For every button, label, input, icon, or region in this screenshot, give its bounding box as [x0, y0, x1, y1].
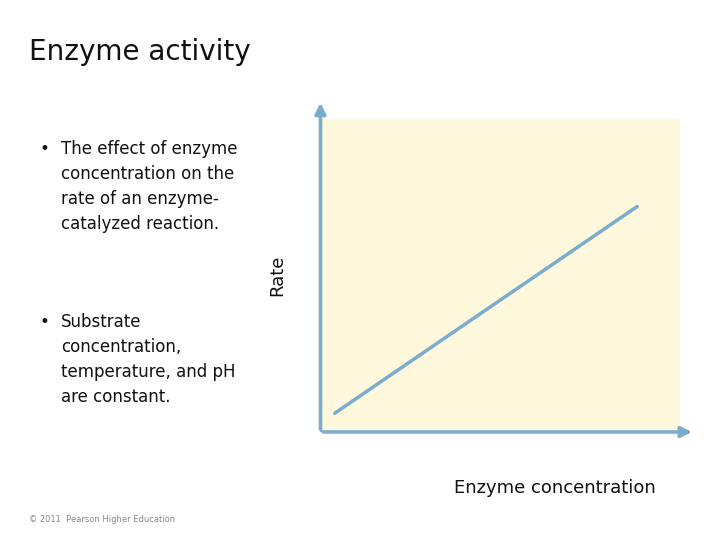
- Text: •: •: [40, 313, 50, 331]
- Text: •: •: [40, 140, 50, 158]
- Text: Enzyme activity: Enzyme activity: [29, 38, 251, 66]
- Text: Rate: Rate: [268, 255, 287, 296]
- Text: Enzyme concentration: Enzyme concentration: [454, 479, 655, 497]
- Text: The effect of enzyme
concentration on the
rate of an enzyme-
catalyzed reaction.: The effect of enzyme concentration on th…: [61, 140, 238, 233]
- Text: Substrate
concentration,
temperature, and pH
are constant.: Substrate concentration, temperature, an…: [61, 313, 235, 406]
- Text: © 2011  Pearson Higher Education: © 2011 Pearson Higher Education: [29, 515, 175, 524]
